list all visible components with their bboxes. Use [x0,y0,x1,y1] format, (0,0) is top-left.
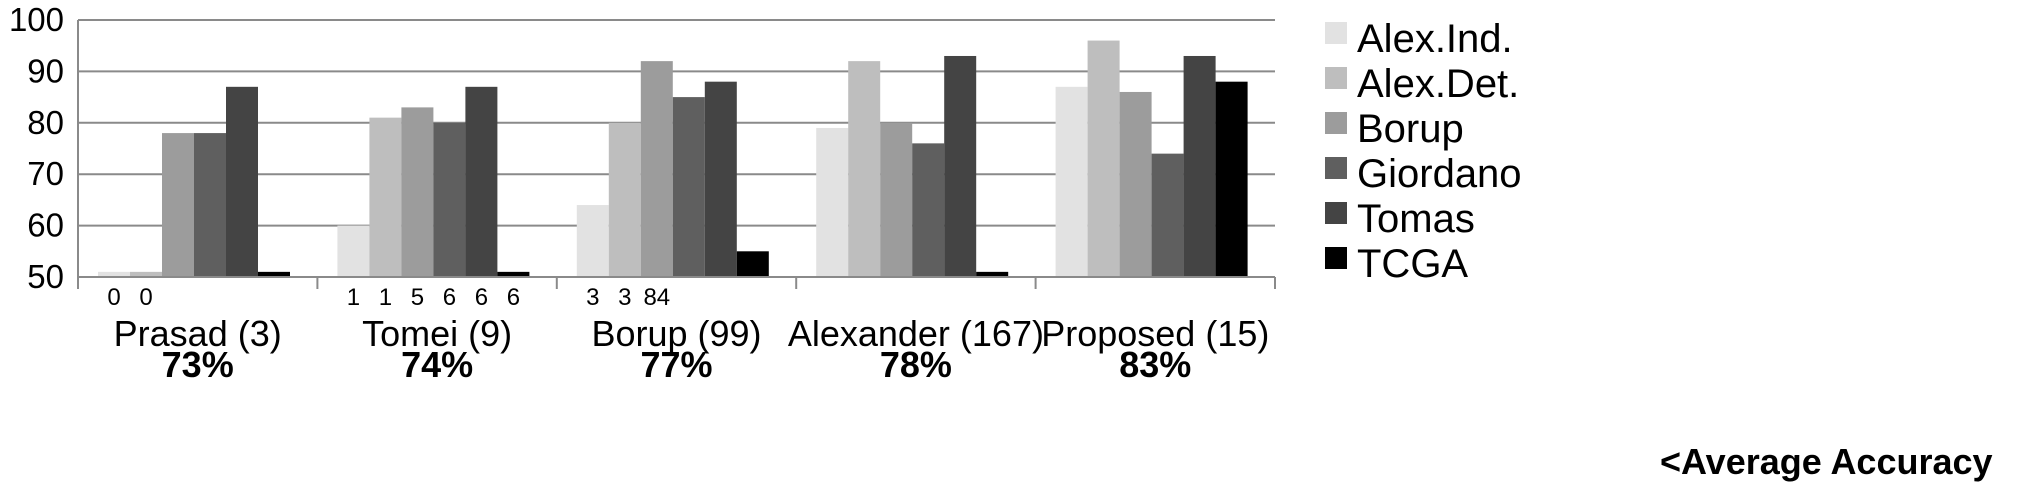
category-label: Borup (99) [591,313,761,354]
bar-tcga-3 [976,271,1009,277]
y-tick-label: 60 [27,207,64,244]
bar-note: 1 [347,284,360,311]
legend-label: Giordano [1357,152,1522,196]
bar-note: 84 [643,284,670,311]
bar-borup-3 [880,122,913,277]
y-tick-label: 50 [27,258,64,295]
bar-borup-0 [162,133,194,277]
y-tick-label: 80 [27,104,64,141]
bar-note: 6 [475,284,488,311]
legend-swatch [1325,247,1347,269]
bar-tcga-2 [736,251,769,277]
bar-giordano-4 [1151,153,1184,277]
bar-tomas-3 [944,55,977,278]
category-label: Prasad (3) [114,313,282,354]
average-accuracy-value: 73% [162,344,234,385]
bar-alex-ind--1 [337,225,370,277]
legend-label: Alex.Ind. [1357,17,1513,61]
bar-notes: 0 0 1 1 5 6 6 6 3 3 84 [107,284,670,311]
bar-note: 3 [586,284,599,311]
bar-borup-1 [401,107,434,277]
bar-tomas-1 [465,86,498,277]
bar-alex-ind--3 [816,127,849,277]
bar-alex-ind--2 [576,205,609,277]
bar-tcga-4 [1215,81,1248,278]
average-accuracy-value: 83% [1119,344,1191,385]
bar-note: 3 [618,284,631,311]
bar-giordano-1 [433,122,466,277]
average-accuracy-value: 74% [401,344,473,385]
category-label: Alexander (167) [788,313,1044,354]
legend-label: Alex.Det. [1357,62,1519,106]
average-accuracy-value: 77% [640,344,712,385]
bar-giordano-2 [672,97,705,277]
category-label: Proposed (15) [1041,313,1269,354]
bar-alex-ind--0 [98,271,130,277]
bar-giordano-0 [194,133,226,277]
legend-swatch [1325,157,1347,179]
y-tick-label: 100 [9,1,64,38]
bar-borup-2 [640,61,673,278]
bar-alex-ind--4 [1055,86,1088,277]
legend-swatch [1325,67,1347,89]
legend-label: Tomas [1357,197,1475,241]
bar-giordano-3 [912,143,945,277]
bar-alex-det--4 [1087,40,1120,278]
category-labels: Prasad (3)73% Tomei (9)74% Borup (99)77% Al… [114,313,1270,385]
legend-swatch [1325,22,1347,44]
bar-note: 1 [379,284,392,311]
bar-tomas-2 [704,81,737,278]
legend-label: TCGA [1357,242,1468,286]
bar-alex-det--3 [848,61,881,278]
bar-tomas-4 [1183,55,1216,278]
bar-note: 5 [411,284,424,311]
bar-tcga-1 [497,271,530,277]
bar-tomas-0 [226,86,258,277]
average-accuracy-value: 78% [880,344,952,385]
bar-alex-det--2 [608,122,641,277]
x-axis [77,276,1276,289]
bars [98,40,1248,278]
legend-label: Borup [1357,107,1464,151]
average-accuracy-label: <Average Accuracy [1660,441,1993,482]
bar-tcga-0 [258,271,290,277]
bar-note: 6 [443,284,456,311]
category-label: Tomei (9) [362,313,512,354]
y-tick-label: 90 [27,52,64,89]
y-tick-label: 70 [27,155,64,192]
bar-alex-det--0 [130,271,162,277]
bar-borup-4 [1119,91,1152,278]
bar-alex-det--1 [369,117,402,277]
bar-note: 0 [107,284,120,311]
bar-note: 6 [507,284,520,311]
legend-swatch [1325,112,1347,134]
y-axis-ticks: 50 60 70 80 90 100 [9,1,64,295]
legend-swatch [1325,202,1347,224]
bar-note: 0 [139,284,152,311]
